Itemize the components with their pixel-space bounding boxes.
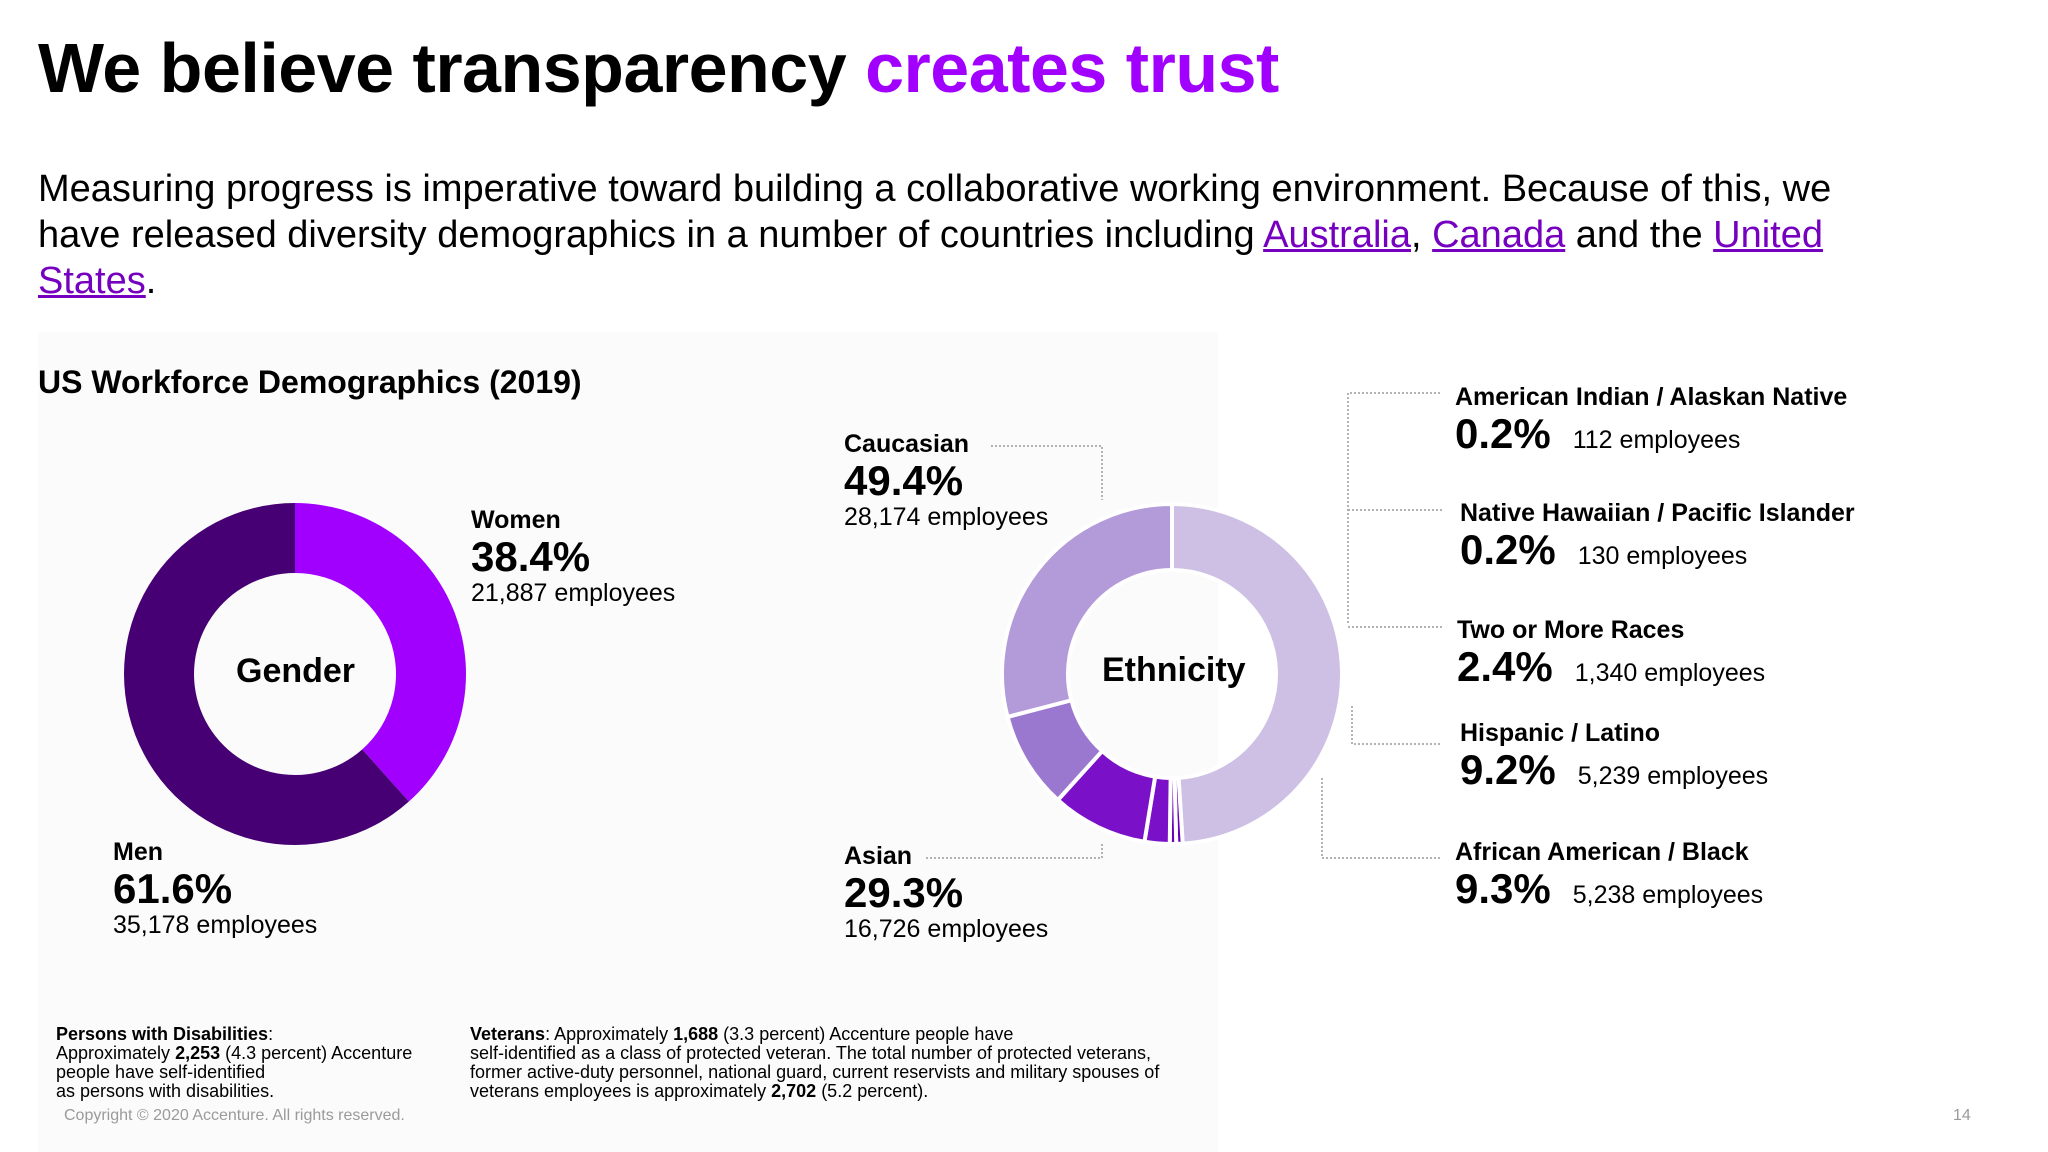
veterans-line-2: self-identified as a class of protected … (470, 1043, 1152, 1063)
page-title: We believe transparency creates trust (38, 28, 1279, 108)
intro-paragraph: Measuring progress is imperative toward … (38, 166, 1858, 304)
african-american-percent: 9.3% 5,238 employees (1455, 867, 1763, 917)
disabilities-line-1: Persons with Disabilities: (56, 1025, 476, 1044)
caucasian-name: Caucasian (844, 430, 970, 458)
women-employees: 21,887 employees (471, 579, 676, 607)
two-or-more-percent: 2.4% 1,340 employees (1457, 645, 1765, 695)
african-american-employees: 5,238 employees (1572, 881, 1764, 909)
hispanic-employees: 5,239 employees (1577, 762, 1769, 790)
chart-title: US Workforce Demographics (2019) (38, 364, 582, 400)
hispanic-percent: 9.2% 5,239 employees (1460, 748, 1768, 798)
canada-link[interactable]: Canada (1432, 214, 1566, 256)
veterans-heading: Veterans (470, 1024, 546, 1044)
gender-center-label: Gender (236, 652, 356, 690)
hispanic-name: Hispanic / Latino (1460, 719, 1661, 747)
australia-link[interactable]: Australia (1263, 214, 1411, 256)
hispanic-label: Hispanic / Latino 9.2% 5,239 employees (1460, 719, 1768, 798)
gender-donut (123, 503, 466, 846)
veterans-line-1: Veterans: Approximately 1,688 (3.3 perce… (470, 1025, 1230, 1044)
intro-end: . (145, 260, 157, 302)
native-hawaiian-name: Native Hawaiian / Pacific Islander (1460, 499, 1855, 527)
ethnicity-center-label: Ethnicity (1102, 651, 1246, 689)
caucasian-percent: 49.4% (844, 457, 964, 504)
women-label: Women 38.4% 21,887 employees (471, 506, 675, 608)
disabilities-heading: Persons with Disabilities (56, 1024, 269, 1044)
two-or-more-name: Two or More Races (1457, 616, 1685, 644)
disabilities-line-2: Approximately 2,253 (4.3 percent) Accent… (56, 1044, 476, 1063)
asian-name: Asian (844, 842, 913, 870)
american-indian-name: American Indian / Alaskan Native (1455, 383, 1848, 411)
disabilities-note: Persons with Disabilities: Approximately… (56, 1025, 476, 1101)
united-states-link[interactable]: United States (38, 214, 1823, 302)
veterans-l4-a: veterans employees is approximately (470, 1081, 772, 1101)
asian-percent: 29.3% (844, 869, 964, 916)
hispanic-percent-value: 9.2% (1460, 746, 1556, 793)
american-indian-label: American Indian / Alaskan Native 0.2% 112… (1455, 383, 1847, 462)
women-name: Women (471, 506, 561, 534)
disabilities-l2-a: Approximately (56, 1043, 176, 1063)
veterans-note: Veterans: Approximately 1,688 (3.3 perce… (470, 1025, 1230, 1101)
veterans-line-4: veterans employees is approximately 2,70… (470, 1082, 1230, 1101)
native-hawaiian-percent-value: 0.2% (1460, 526, 1556, 573)
native-hawaiian-percent: 0.2% 130 employees (1460, 528, 1855, 578)
men-employees: 35,178 employees (113, 911, 318, 939)
native-hawaiian-label: Native Hawaiian / Pacific Islander 0.2% 1… (1460, 499, 1855, 578)
asian-employees: 16,726 employees (844, 915, 1049, 943)
two-or-more-percent-value: 2.4% (1457, 643, 1553, 690)
men-slice (123, 503, 409, 846)
african-american-percent-value: 9.3% (1455, 865, 1551, 912)
women-slice (295, 503, 466, 802)
african-american-name: African American / Black (1455, 838, 1749, 866)
asian-label: Asian 29.3% 16,726 employees (844, 842, 1048, 944)
native-hawaiian-employees: 130 employees (1577, 542, 1748, 570)
american-indian-percent-value: 0.2% (1455, 410, 1551, 457)
copyright-text: Copyright © 2020 Accenture. All rights r… (64, 1107, 405, 1124)
veterans-line-3: former active-duty personnel, national g… (470, 1062, 1160, 1082)
disabilities-line-4: as persons with disabilities. (56, 1081, 275, 1101)
american-indian-percent: 0.2% 112 employees (1455, 412, 1847, 462)
callout-leaders (926, 392, 1442, 859)
veterans-count: 1,688 (673, 1024, 719, 1044)
caucasian-employees: 28,174 employees (844, 503, 1049, 531)
american-indian-employees: 112 employees (1572, 426, 1741, 454)
men-percent: 61.6% (113, 865, 233, 912)
intro-text: Measuring progress is imperative toward … (38, 168, 1832, 256)
caucasian-label: Caucasian 49.4% 28,174 employees (844, 430, 1048, 532)
two-or-more-employees: 1,340 employees (1574, 659, 1766, 687)
veterans-l1-a: : Approximately (545, 1024, 674, 1044)
african-american-leader (1321, 776, 1440, 859)
title-main: We believe transparency (38, 29, 866, 107)
african-american-label: African American / Black 9.3% 5,238 emplo… (1455, 838, 1763, 917)
disabilities-l2-b: (4.3 percent) Accenture (220, 1043, 413, 1063)
men-label: Men 61.6% 35,178 employees (113, 838, 317, 940)
men-name: Men (113, 838, 163, 866)
caucasian-leader (991, 445, 1103, 500)
disabilities-line-3: people have self-identified (56, 1062, 266, 1082)
women-percent: 38.4% (471, 533, 591, 580)
veterans-total: 2,702 (771, 1081, 817, 1101)
title-accent: creates trust (865, 29, 1279, 107)
asian-leader (926, 842, 1103, 859)
intro-sep-1: , (1410, 214, 1433, 256)
veterans-l1-b: (3.3 percent) Accenture people have (718, 1024, 1014, 1044)
two-or-more-label: Two or More Races 2.4% 1,340 employees (1457, 616, 1765, 695)
disabilities-count: 2,253 (175, 1043, 221, 1063)
asian-slice (999, 501, 1174, 720)
american-indian-leader (1347, 392, 1440, 624)
intro-sep-2: and the (1565, 214, 1714, 256)
page-number: 14 (1953, 1107, 1971, 1124)
veterans-l4-b: (5.2 percent). (816, 1081, 929, 1101)
ethnicity-donut (999, 501, 1345, 847)
hispanic-leader (1351, 706, 1440, 745)
disabilities-colon: : (268, 1024, 274, 1044)
caucasian-slice (1170, 501, 1345, 846)
